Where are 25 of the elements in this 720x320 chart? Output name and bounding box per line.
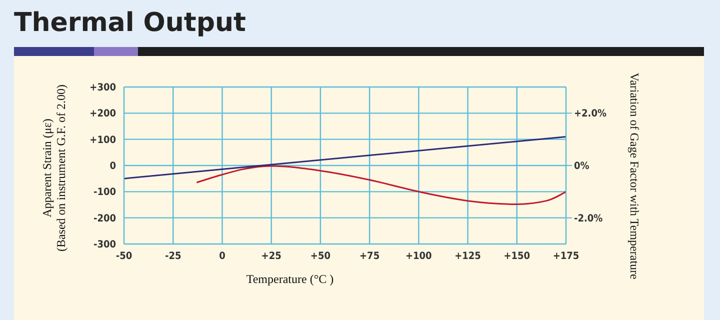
x-tick-label: +75 [360, 251, 380, 262]
y-tick-label: -300 [93, 240, 116, 251]
y-tick-label: -200 [93, 213, 116, 224]
line-series [196, 165, 566, 205]
y-tick-label: -100 [93, 187, 116, 198]
x-tick-label: +50 [310, 251, 330, 262]
y2-tick-label: -2.0% [574, 213, 603, 224]
y-tick-label: +200 [90, 108, 116, 120]
y2-tick-label: +2.0% [574, 108, 606, 120]
x-tick-label: 0 [219, 251, 226, 262]
x-tick-label: +175 [552, 251, 580, 262]
y-axis-title: Apparent Strain (με) (Based on instrument G.F. of 2.00) [40, 84, 68, 252]
x-tick-label: +125 [454, 251, 481, 262]
x-tick-label: +150 [504, 251, 530, 262]
x-tick-label: -50 [116, 251, 132, 262]
y2-tick-label: 0% [574, 161, 590, 172]
x-axis-title: Temperature (°C ) [245, 272, 335, 287]
y-tick-label: +100 [90, 134, 116, 146]
y-tick-label: 0 [110, 161, 116, 172]
chart-title: Thermal Output [14, 8, 246, 38]
x-tick-label: +25 [261, 251, 282, 262]
x-tick-label: +100 [406, 251, 432, 262]
y2-axis-title: Variation of Gage Factor with Temperature [626, 72, 642, 280]
y-tick-label: +300 [90, 82, 116, 94]
x-tick-label: -25 [164, 251, 182, 262]
